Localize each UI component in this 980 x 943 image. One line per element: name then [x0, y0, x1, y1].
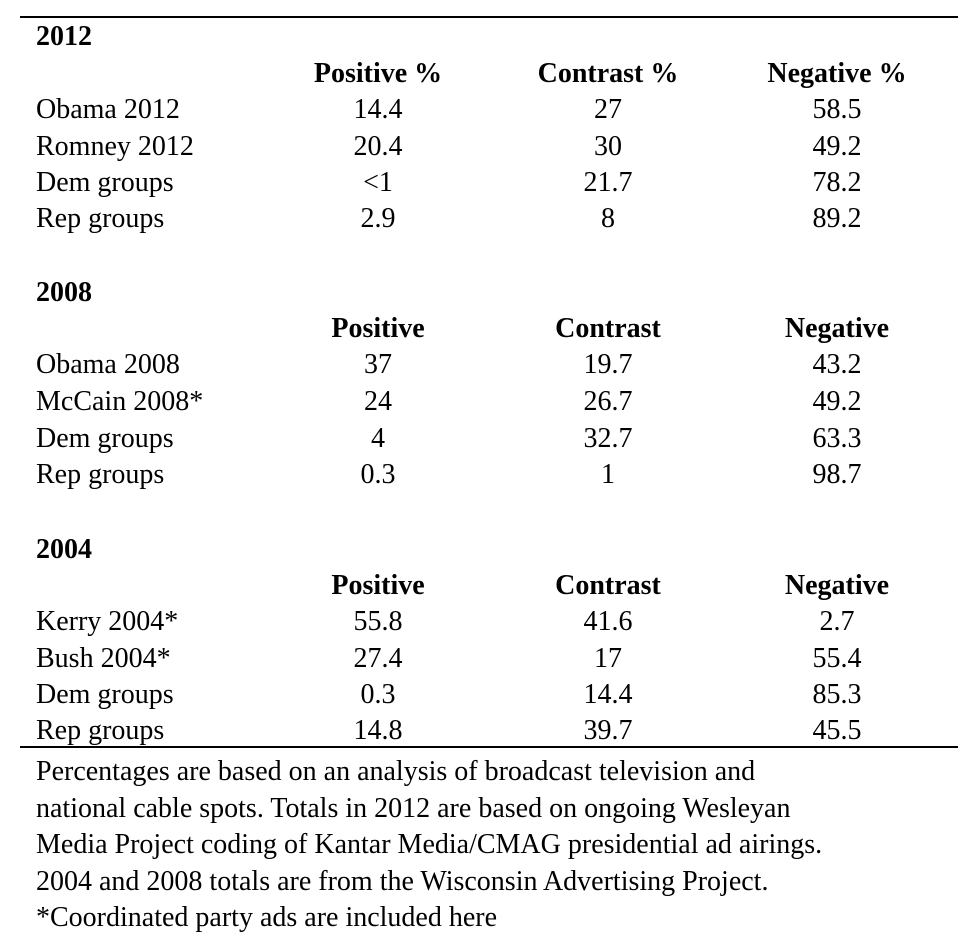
row-label: Rep groups	[36, 459, 165, 490]
negative-value: 2.7	[819, 606, 855, 637]
column-header-positive: Positive %	[313, 58, 443, 89]
negative-value: 89.2	[812, 203, 862, 234]
row-label: McCain 2008*	[36, 386, 204, 417]
row-label: Romney 2012	[36, 131, 194, 162]
column-header-negative: Negative	[784, 570, 890, 601]
contrast-value: 30	[594, 131, 622, 162]
negative-value: 55.4	[812, 643, 862, 674]
contrast-value: 26.7	[583, 386, 633, 417]
positive-value: <1	[363, 167, 393, 198]
column-header-negative: Negative %	[767, 58, 907, 89]
column-header-positive: Positive	[331, 313, 425, 344]
positive-value: 27.4	[353, 643, 403, 674]
negative-value: 85.3	[812, 679, 862, 710]
section-title: 2004	[36, 534, 92, 565]
table-bottom-rule	[20, 746, 958, 748]
row-label: Dem groups	[36, 167, 174, 198]
column-header-contrast: Contrast	[555, 313, 661, 344]
negative-value: 78.2	[812, 167, 862, 198]
row-label: Rep groups	[36, 715, 165, 746]
positive-value: 4	[371, 423, 385, 454]
positive-value: 0.3	[360, 679, 396, 710]
positive-value: 37	[364, 349, 392, 380]
row-label: Kerry 2004*	[36, 606, 179, 637]
section-title: 2008	[36, 277, 92, 308]
contrast-value: 27	[594, 94, 622, 125]
positive-value: 55.8	[353, 606, 403, 637]
contrast-value: 39.7	[583, 715, 633, 746]
section-title: 2012	[36, 21, 92, 52]
negative-value: 63.3	[812, 423, 862, 454]
contrast-value: 14.4	[583, 679, 633, 710]
column-header-positive: Positive	[331, 570, 425, 601]
contrast-value: 41.6	[583, 606, 633, 637]
table-footnote: Percentages are based on an analysis of …	[36, 754, 956, 937]
contrast-value: 21.7	[583, 167, 633, 198]
footnote-line: Percentages are based on an analysis of …	[36, 756, 756, 787]
negative-value: 45.5	[812, 715, 862, 746]
table-top-rule	[20, 16, 958, 18]
row-label: Dem groups	[36, 679, 174, 710]
column-header-contrast: Contrast %	[537, 58, 679, 89]
contrast-value: 17	[594, 643, 622, 674]
negative-value: 49.2	[812, 131, 862, 162]
negative-value: 43.2	[812, 349, 862, 380]
contrast-value: 32.7	[583, 423, 633, 454]
footnote-line: Media Project coding of Kantar Media/CMA…	[36, 829, 823, 860]
row-label: Bush 2004*	[36, 643, 171, 674]
row-label: Obama 2012	[36, 94, 180, 125]
positive-value: 14.4	[353, 94, 403, 125]
positive-value: 0.3	[360, 459, 396, 490]
positive-value: 20.4	[353, 131, 403, 162]
negative-value: 58.5	[812, 94, 862, 125]
footnote-line: national cable spots. Totals in 2012 are…	[36, 792, 791, 824]
contrast-value: 1	[601, 459, 615, 490]
footnote-line: *Coordinated party ads are included here	[36, 902, 498, 933]
positive-value: 2.9	[360, 203, 396, 234]
column-header-contrast: Contrast	[555, 570, 661, 601]
negative-value: 49.2	[812, 386, 862, 417]
positive-value: 24	[364, 386, 392, 417]
row-label: Dem groups	[36, 423, 174, 454]
negative-value: 98.7	[812, 459, 862, 490]
column-header-negative: Negative	[784, 313, 890, 344]
contrast-value: 19.7	[583, 349, 633, 380]
contrast-value: 8	[601, 203, 615, 234]
row-label: Rep groups	[36, 203, 165, 234]
positive-value: 14.8	[353, 715, 403, 746]
footnote-line: 2004 and 2008 totals are from the Wiscon…	[36, 865, 769, 897]
row-label: Obama 2008	[36, 349, 180, 380]
